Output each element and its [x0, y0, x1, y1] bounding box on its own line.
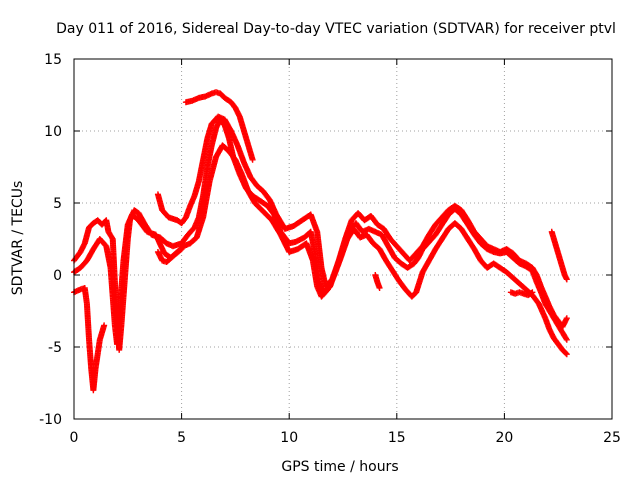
x-axis-label: GPS time / hours [281, 459, 398, 475]
y-tick-label: -10 [39, 412, 62, 428]
tick-layer: 0 5 10 15 20 25 -10 -5 0 5 10 15 [39, 52, 621, 446]
y-tick-label: 10 [44, 124, 62, 140]
y-tick-label: -5 [48, 340, 62, 356]
data-point-marker [563, 335, 570, 342]
data-point-marker [562, 350, 569, 357]
series-track-d [154, 113, 570, 330]
data-point-marker [249, 156, 256, 163]
data-point-marker [563, 315, 570, 322]
plot-frame [73, 58, 613, 420]
data-point-marker [563, 351, 570, 358]
data-point-marker [101, 322, 108, 329]
x-tick-label: 15 [388, 430, 406, 446]
y-axis-label: SDTVAR / TECUs [10, 181, 26, 296]
x-tick-label: 20 [495, 430, 513, 446]
x-tick-label: 5 [177, 430, 186, 446]
data-point-marker [563, 336, 570, 343]
series-track-a [71, 284, 108, 394]
data-point-marker [528, 290, 535, 296]
series-track-g [507, 289, 536, 299]
x-tick-label: 25 [603, 430, 621, 446]
x-tick-label: 10 [280, 430, 298, 446]
data-point-marker [529, 289, 536, 296]
grid-layer [74, 59, 612, 419]
series-track-f [154, 246, 185, 266]
data-point-marker [178, 246, 185, 253]
data-point-marker [177, 246, 184, 253]
series-track-c [71, 142, 570, 358]
data-point-marker [376, 284, 383, 291]
y-tick-label: 5 [53, 196, 62, 212]
series-track-e [182, 89, 256, 163]
series-track-h [548, 228, 570, 283]
chart-title: Day 011 of 2016, Sidereal Day-to-day VTE… [56, 21, 616, 37]
data-layer [71, 89, 570, 394]
data-point-marker [563, 276, 570, 283]
y-tick-label: 0 [53, 268, 62, 284]
x-tick-label: 0 [70, 430, 79, 446]
series-track-i [372, 272, 383, 291]
y-tick-label: 15 [44, 52, 62, 68]
